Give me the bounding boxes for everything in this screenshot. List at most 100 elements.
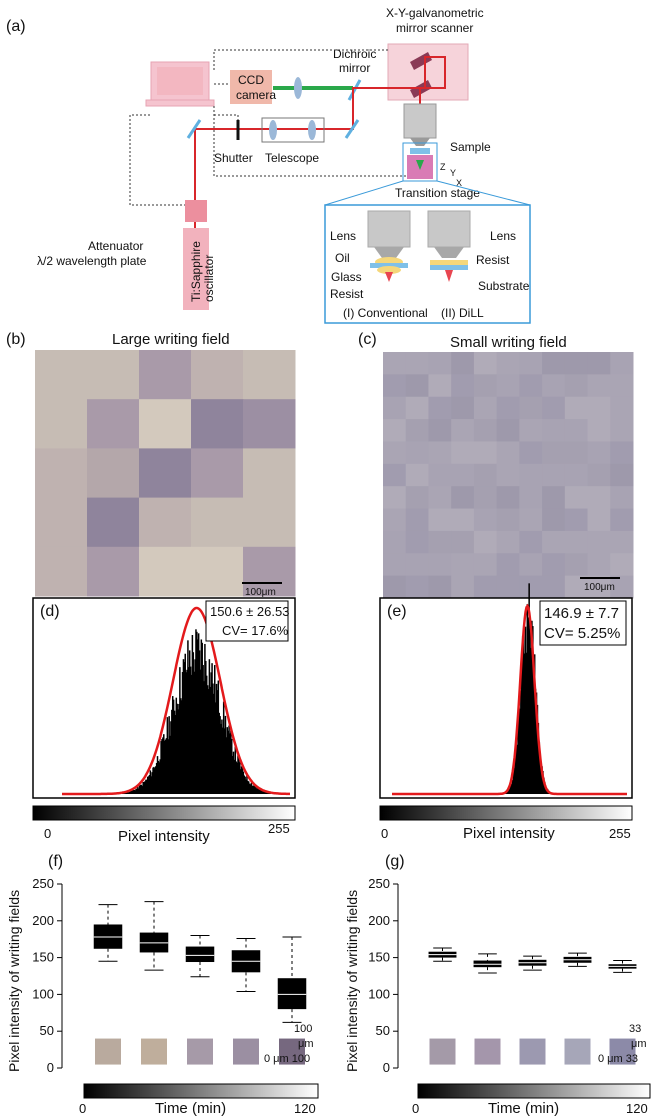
writing-field-tile bbox=[496, 441, 520, 465]
xmax-d: 255 bbox=[268, 821, 290, 836]
histogram-bar bbox=[513, 767, 516, 794]
histogram-bar bbox=[192, 652, 195, 794]
oscillator-label-2: oscillator bbox=[202, 255, 216, 302]
mirror-right bbox=[344, 119, 360, 139]
writing-field-tile bbox=[87, 350, 140, 400]
writing-field-tile bbox=[564, 352, 589, 375]
histogram-bar bbox=[178, 703, 180, 794]
histogram-bar bbox=[521, 661, 523, 794]
writing-field-tile bbox=[496, 575, 520, 599]
histogram-bar bbox=[232, 751, 235, 794]
histogram-bar bbox=[205, 675, 208, 794]
histogram-bar bbox=[239, 769, 242, 794]
inset-resist-right bbox=[430, 260, 468, 265]
writing-field-tile bbox=[383, 419, 407, 442]
histogram-bar bbox=[225, 737, 228, 794]
histogram-bar bbox=[182, 659, 185, 794]
writing-field-tile bbox=[383, 352, 407, 375]
scanner-label-1: X-Y-galvanometric bbox=[386, 6, 484, 20]
histogram-bar bbox=[187, 640, 189, 794]
histogram-bar bbox=[525, 652, 528, 794]
histogram-bar bbox=[518, 707, 520, 794]
writing-field-tile bbox=[191, 448, 244, 499]
writing-field-tile bbox=[383, 463, 407, 487]
writing-field-thumbnail bbox=[279, 1038, 305, 1065]
box bbox=[185, 946, 215, 963]
objective-tip bbox=[410, 138, 430, 146]
histogram-bar bbox=[197, 639, 199, 794]
transition-stage-label: Transition stage bbox=[395, 186, 480, 200]
histogram-bar bbox=[219, 716, 221, 794]
histogram-bar bbox=[156, 756, 159, 794]
histogram-bar bbox=[142, 781, 144, 794]
histogram-bar bbox=[141, 786, 144, 794]
writing-field-tile bbox=[587, 463, 611, 487]
histogram-bar bbox=[149, 770, 152, 794]
writing-field-tile bbox=[451, 396, 475, 420]
histogram-bar bbox=[241, 765, 244, 794]
thumbnails-f bbox=[95, 1038, 305, 1065]
writing-field-tile bbox=[428, 508, 452, 532]
histogram-bar bbox=[238, 758, 240, 794]
histogram-bar bbox=[529, 628, 531, 794]
histogram-bar bbox=[540, 767, 542, 794]
histogram-bar bbox=[231, 756, 234, 794]
writing-field-tile bbox=[519, 575, 543, 599]
histogram-bar bbox=[161, 739, 163, 794]
writing-field-tile bbox=[428, 374, 452, 398]
histogram-bar bbox=[171, 709, 173, 794]
histogram-bar bbox=[196, 631, 198, 794]
mirror-left bbox=[186, 119, 202, 139]
histogram-bar bbox=[179, 667, 181, 794]
y-tick-label: 50 bbox=[376, 1023, 390, 1038]
writing-field-tile bbox=[564, 463, 589, 487]
writing-field-tile bbox=[451, 441, 475, 465]
histogram-bar bbox=[200, 639, 203, 794]
histogram-bar bbox=[221, 719, 223, 794]
writing-field-tile bbox=[428, 396, 452, 420]
histogram-bar bbox=[512, 772, 515, 794]
writing-field-tile bbox=[496, 463, 520, 487]
writing-field-thumbnail bbox=[474, 1038, 501, 1065]
writing-field-tile bbox=[191, 497, 244, 548]
histogram-bar bbox=[173, 710, 176, 794]
histogram-bar bbox=[167, 739, 169, 794]
histogram-bar bbox=[132, 789, 135, 794]
writing-field-tile bbox=[542, 374, 566, 398]
writing-field-tile bbox=[610, 575, 634, 599]
scale-g-1: 33 bbox=[629, 1023, 641, 1035]
writing-field-tile bbox=[587, 396, 611, 420]
writing-field-tile bbox=[542, 508, 566, 532]
histogram-bar bbox=[252, 785, 254, 794]
writing-field-tile bbox=[587, 419, 611, 442]
oscillator-label-1: Ti:Sapphire bbox=[189, 241, 203, 302]
writing-field-tile bbox=[383, 508, 407, 532]
histogram-bar bbox=[537, 722, 540, 794]
writing-field-tile bbox=[610, 508, 634, 532]
inset-dill-label: (II) DiLL bbox=[441, 306, 484, 320]
xlabel-d: Pixel intensity bbox=[118, 828, 210, 845]
histogram-bar bbox=[143, 782, 145, 794]
histogram-bar bbox=[180, 700, 183, 794]
writing-field-tile bbox=[587, 441, 611, 465]
histogram-bar bbox=[515, 743, 518, 794]
writing-field-tile bbox=[542, 352, 566, 375]
histogram-bar bbox=[152, 767, 154, 794]
writing-field-tile bbox=[496, 508, 520, 532]
writing-field-tile bbox=[139, 497, 192, 548]
writing-field-tile bbox=[191, 546, 244, 597]
inset-resist-left bbox=[377, 266, 401, 274]
writing-field-tile bbox=[451, 374, 475, 398]
xmin-d: 0 bbox=[44, 826, 51, 841]
histogram-bar bbox=[217, 680, 220, 794]
histogram-bar bbox=[224, 715, 227, 794]
histogram-bar bbox=[516, 744, 518, 794]
histogram-bar bbox=[171, 696, 174, 794]
writing-field-thumbnail bbox=[609, 1038, 636, 1065]
histogram-bar bbox=[511, 780, 514, 794]
histogram-bar bbox=[215, 683, 218, 794]
histogram-bar bbox=[166, 717, 169, 794]
histogram-bar bbox=[230, 738, 233, 794]
histogram-bar bbox=[133, 789, 136, 794]
writing-field-tile bbox=[519, 419, 543, 442]
